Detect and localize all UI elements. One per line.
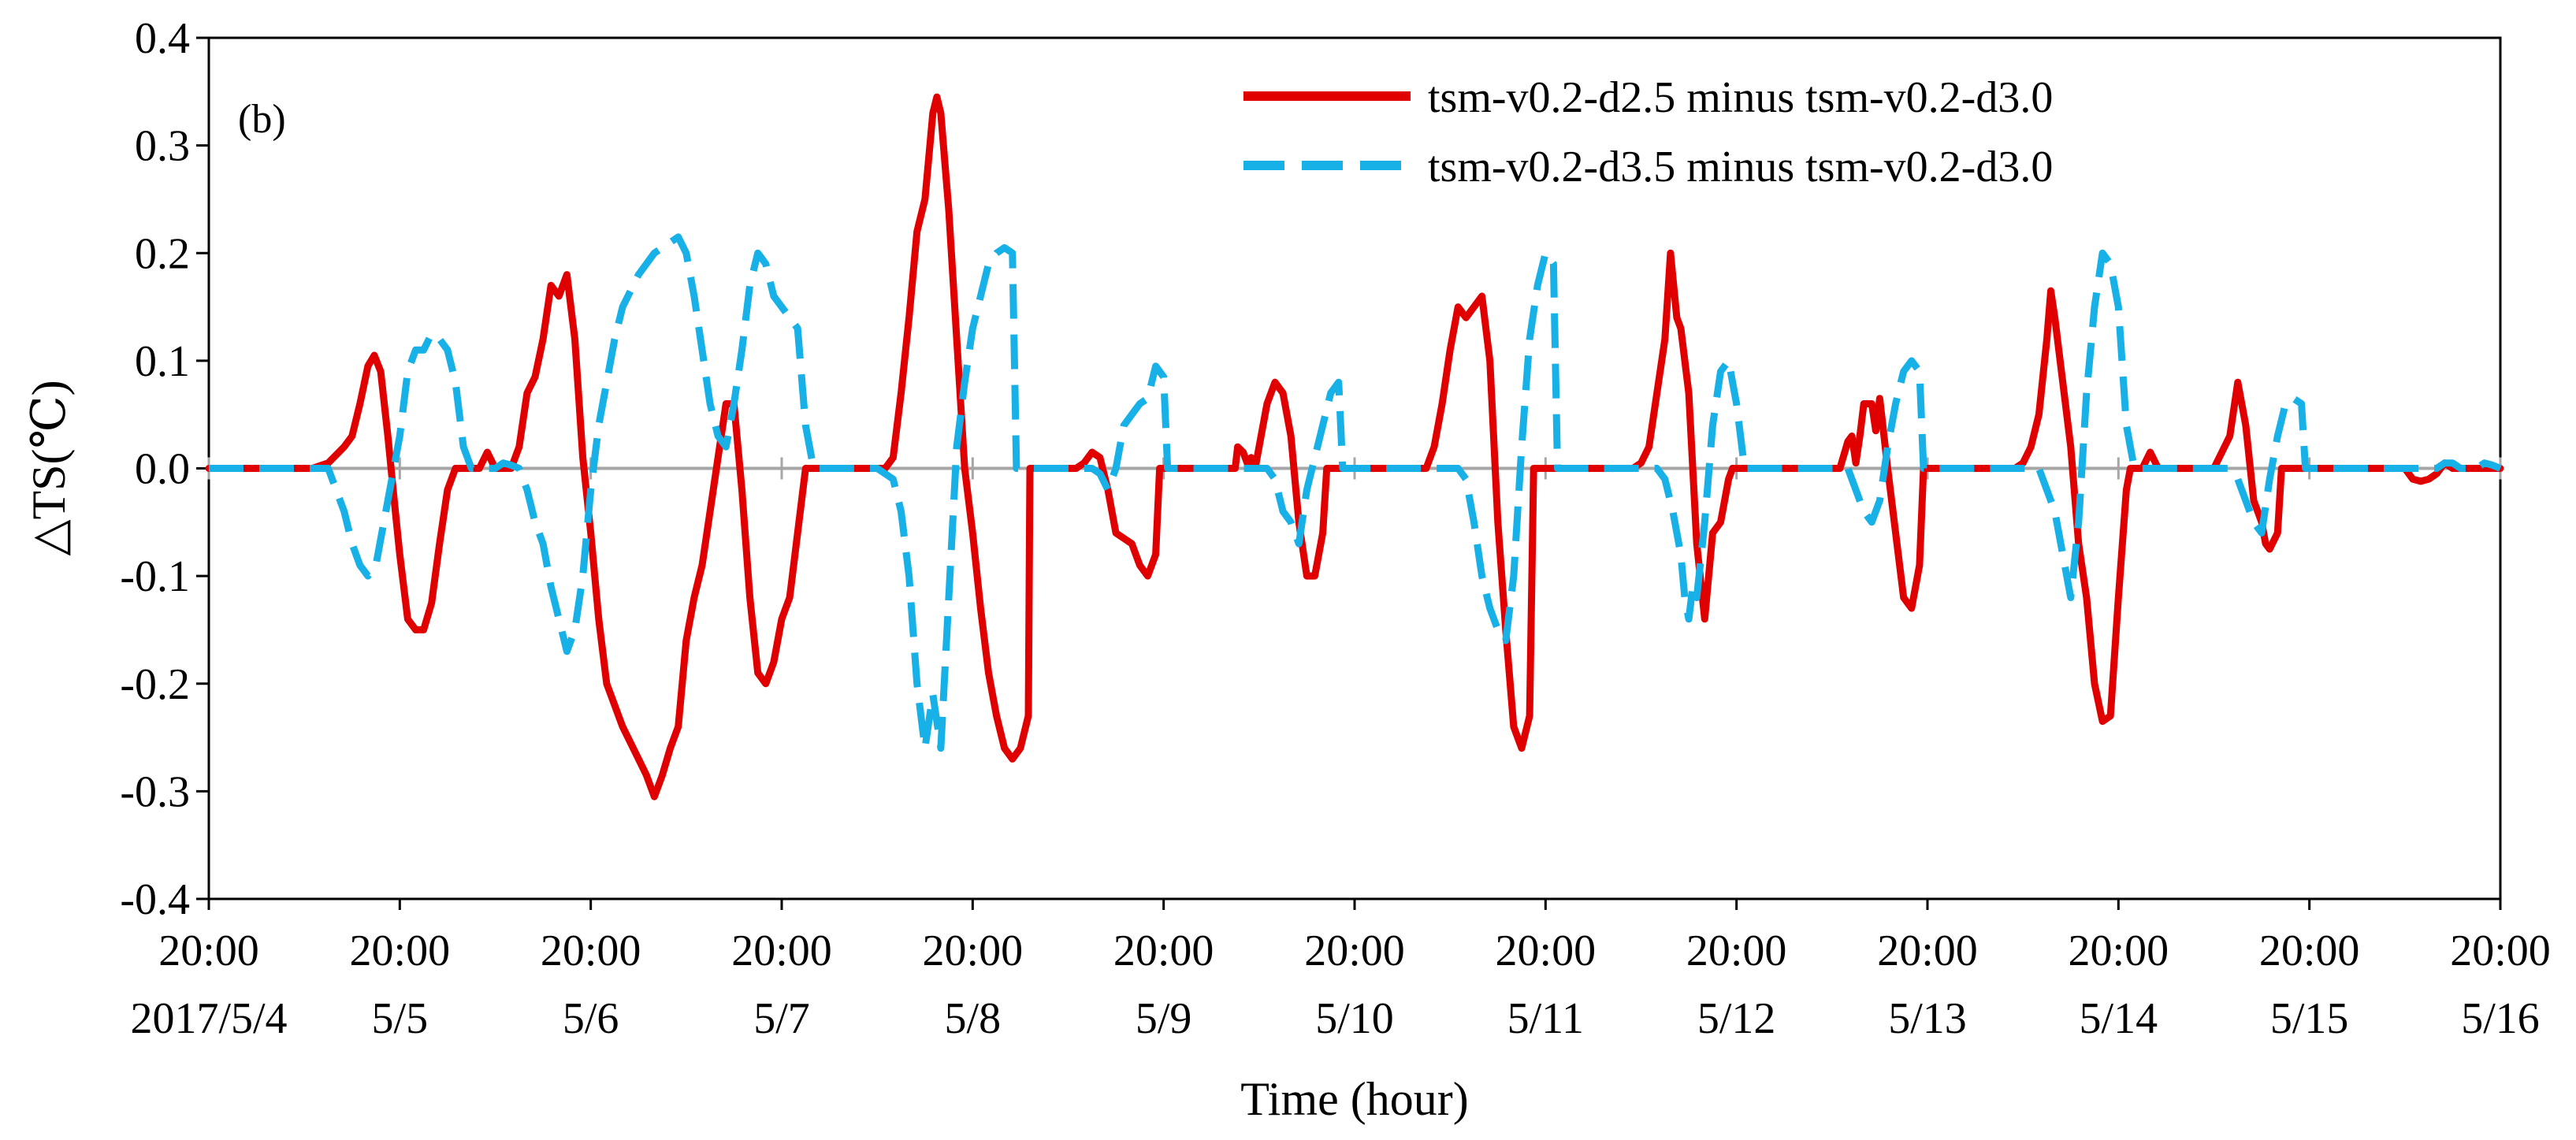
- panel-label: (b): [238, 97, 286, 142]
- x-tick-time-label: 20:00: [923, 926, 1024, 975]
- x-tick-date-label: 5/7: [753, 994, 810, 1043]
- x-tick-date-label: 2017/5/4: [130, 994, 287, 1043]
- y-tick-label: -0.4: [120, 875, 190, 924]
- legend-label-series-1: tsm-v0.2-d2.5 minus tsm-v0.2-d3.0: [1428, 73, 2053, 122]
- x-tick-time-label: 20:00: [350, 926, 451, 975]
- legend: tsm-v0.2-d2.5 minus tsm-v0.2-d3.0 tsm-v0…: [1243, 73, 2053, 191]
- y-axis-title: △TS(℃): [23, 380, 75, 555]
- series-group: [205, 93, 2504, 800]
- x-tick-time-label: 20:00: [2259, 926, 2360, 975]
- y-tick-label: 0.0: [135, 445, 190, 494]
- x-axis-title: Time (hour): [1240, 1073, 1468, 1125]
- y-tick-label: 0.1: [135, 337, 190, 386]
- series-line-2: [209, 233, 2502, 752]
- y-tick-label: -0.3: [120, 767, 190, 816]
- legend-label-series-2: tsm-v0.2-d3.5 minus tsm-v0.2-d3.0: [1428, 143, 2053, 191]
- x-tick-time-label: 20:00: [1686, 926, 1787, 975]
- x-tick-date-label: 5/11: [1507, 994, 1584, 1043]
- y-tick-label: 0.4: [135, 14, 190, 63]
- x-tick-date-label: 5/8: [945, 994, 1002, 1043]
- x-tick-date-label: 5/9: [1136, 994, 1192, 1043]
- x-tick-date-label: 5/16: [2461, 994, 2540, 1043]
- x-tick-time-label: 20:00: [541, 926, 641, 975]
- y-axis-ticks: 0.4 0.3 0.2 0.1 0.0 -0.1 -0.2 -0.3 -0.4: [120, 14, 209, 924]
- x-tick-time-label: 20:00: [1496, 926, 1597, 975]
- x-tick-date-label: 5/6: [563, 994, 619, 1043]
- y-tick-label: -0.1: [120, 552, 190, 601]
- x-tick-date-label: 5/13: [1888, 994, 1967, 1043]
- x-tick-time-label: 20:00: [2069, 926, 2169, 975]
- y-tick-label: -0.2: [120, 660, 190, 709]
- x-tick-time-label: 20:00: [158, 926, 259, 975]
- x-tick-time-label: 20:00: [1304, 926, 1405, 975]
- x-tick-date-label: 5/5: [372, 994, 429, 1043]
- x-tick-time-label: 20:00: [2450, 926, 2551, 975]
- y-tick-label: 0.2: [135, 229, 190, 278]
- x-tick-time-label: 20:00: [1113, 926, 1214, 975]
- y-tick-label: 0.3: [135, 122, 190, 171]
- x-tick-date-label: 5/10: [1315, 994, 1394, 1043]
- x-tick-time-label: 20:00: [731, 926, 832, 975]
- x-tick-date-label: 5/15: [2270, 994, 2349, 1043]
- x-tick-date-label: 5/14: [2080, 994, 2158, 1043]
- x-tick-time-label: 20:00: [1877, 926, 1978, 975]
- x-tick-date-label: 5/12: [1697, 994, 1776, 1043]
